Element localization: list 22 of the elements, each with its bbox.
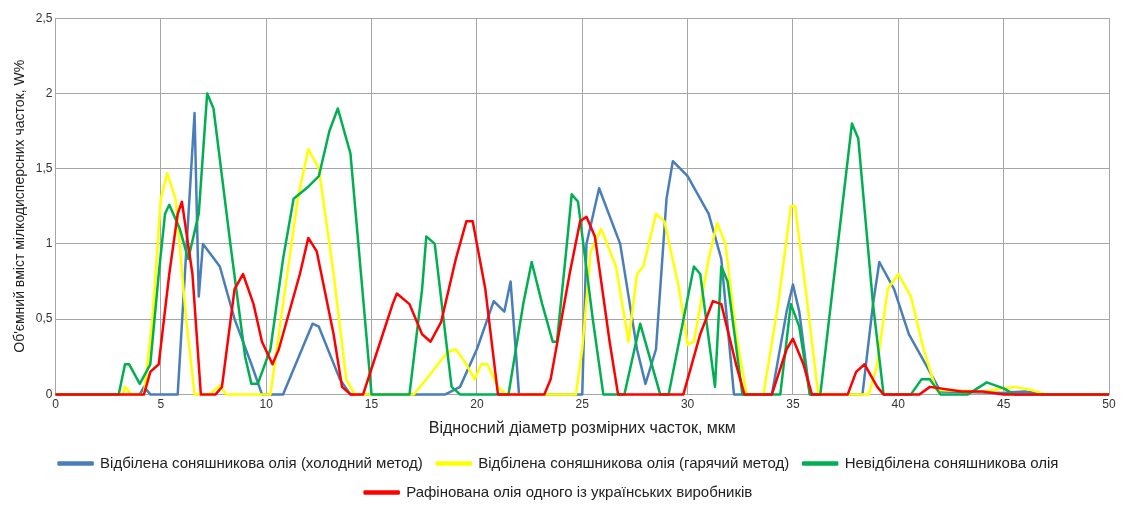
y-tick-label: 1 bbox=[45, 236, 53, 251]
x-tick-label: 10 bbox=[259, 396, 274, 411]
legend-label: Невідбілена соняшникова олія bbox=[844, 453, 1059, 471]
x-tick-label: 45 bbox=[996, 396, 1011, 411]
x-axis-title: Відносний діаметр розмірних часток, мкм bbox=[428, 418, 736, 436]
y-tick-label: 2 bbox=[45, 85, 53, 100]
y-tick-label: 0 bbox=[45, 386, 53, 401]
y-tick-label: 1,5 bbox=[35, 160, 53, 175]
x-tick-label: 20 bbox=[470, 396, 484, 411]
x-tick-label: 35 bbox=[786, 396, 800, 411]
y-tick-label: 2,5 bbox=[35, 10, 53, 25]
x-tick-label: 5 bbox=[157, 396, 165, 411]
x-tick-label: 15 bbox=[364, 396, 379, 411]
y-tick-label: 0,5 bbox=[35, 311, 53, 326]
x-tick-label: 40 bbox=[891, 396, 906, 411]
x-tick-label: 25 bbox=[575, 396, 590, 411]
y-axis-title: Об'ємний вміст мілкодисперсних часток, W% bbox=[11, 59, 28, 353]
legend-label: Відбілена соняшникова олія (холодний метод) bbox=[100, 453, 423, 471]
legend-label: Відбілена соняшникова олія (гарячий метод) bbox=[478, 453, 790, 471]
x-tick-label: 30 bbox=[680, 396, 695, 411]
x-tick-label: 50 bbox=[1102, 396, 1116, 411]
legend-label: Рафінована олія одного із українських виробників bbox=[406, 482, 753, 500]
